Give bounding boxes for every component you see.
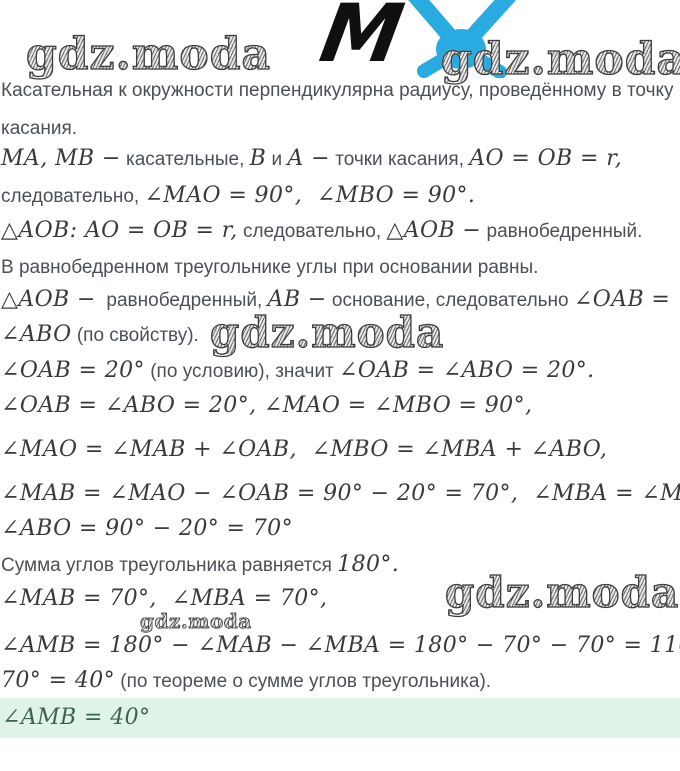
math-seg: △AOB − [386, 218, 482, 243]
solution-line-16: ∠AMB = 180° − ∠MAB − ∠MBA = 180° − 70° −… [1, 631, 680, 663]
math-seg: ∠OAB = 20° [1, 358, 145, 383]
math-seg: ∠AMB = 180° − ∠MAB − ∠MBA = 180° − 70° −… [1, 633, 680, 658]
answer-highlight: ∠AMB = 40° [0, 698, 680, 738]
text-seg: следовательно, [237, 221, 387, 242]
solution-line-7: △AOB − равнобедренный, AB − основание, с… [1, 285, 670, 317]
text-seg: касательные, [120, 149, 250, 170]
math-seg: ∠ABO [1, 322, 72, 347]
watermark-small: gdz.moda [140, 609, 252, 633]
answer-text: ∠AMB = 40° [2, 705, 151, 730]
text-seg: Касательная к окружности перпендикулярна… [1, 80, 674, 101]
math-seg: ∠OAB = ∠ABO = 20°. [339, 358, 595, 383]
math-seg: ∠OAB = ∠ABO = 20°, ∠MAO = ∠MBO = 90°, [1, 393, 533, 418]
text-seg: В равнобедренном треугольнике углы при о… [1, 257, 539, 278]
watermark-top-left: gdz.moda [25, 29, 272, 80]
text-seg: (по теореме о сумме углов треугольника). [115, 671, 492, 692]
solution-line-12: ∠MAB = ∠MAO − ∠OAB = 90° − 20° = 70°, ∠M… [1, 479, 680, 511]
solution-line-1: Касательная к окружности перпендикулярна… [1, 76, 674, 107]
math-seg: ∠MAO = ∠MAB + ∠OAB, ∠MBO = ∠MBA + ∠ABO, [1, 437, 608, 462]
text-seg: основание, следовательно [326, 290, 574, 311]
solution-line-4: следовательно, ∠MAO = 90°, ∠MBO = 90°. [1, 181, 475, 213]
text-seg: Сумма углов треугольника равняется [1, 555, 338, 576]
solution-line-13: ∠ABO = 90° − 20° = 70° [1, 514, 293, 546]
solution-line-10: ∠OAB = ∠ABO = 20°, ∠MAO = ∠MBO = 90°, [1, 391, 532, 423]
math-seg: 70° = 40° [1, 668, 116, 693]
solution-line-2: касания. [1, 114, 77, 145]
watermark-bottom-right: gdz.moda [444, 568, 680, 617]
math-seg: ∠MAB = 70°, ∠MBA = 70°, [1, 586, 328, 611]
math-seg: B [249, 146, 267, 171]
text-seg: и [266, 149, 288, 170]
math-seg: AO = OB = r, [469, 146, 623, 171]
solution-line-14: Сумма углов треугольника равняется 180°. [1, 550, 399, 582]
text-seg: равнобедренный. [481, 221, 643, 242]
text-seg: равнобедренный, [95, 290, 268, 311]
math-seg: ∠MAO = 90°, ∠MBO = 90°. [144, 183, 476, 208]
watermark-middle: gdz.moda [209, 308, 445, 357]
text-seg: (по свойству). [71, 325, 199, 346]
solution-line-6: В равнобедренном треугольнике углы при о… [1, 253, 538, 284]
solution-line-5: △AOB: AO = OB = r, следовательно, △AOB −… [1, 216, 642, 248]
solution-line-17: 70° = 40° (по теореме о сумме углов треу… [1, 666, 491, 698]
watermark-top-right: gdz.moda [440, 37, 680, 82]
text-seg: точки касания, [329, 149, 470, 170]
text-seg: касания. [1, 118, 78, 139]
math-seg: ∠ABO = 90° − 20° = 70° [1, 516, 293, 541]
math-seg: △AOB − [1, 287, 96, 312]
math-seg: AB − [267, 287, 327, 312]
text-seg: (по условию), значит [144, 361, 340, 382]
solution-line-3: MA, MB − касательные, B и A − точки каса… [1, 144, 622, 176]
text-seg: следовательно, [1, 186, 145, 207]
logo-x-figure-icon [386, 0, 536, 83]
solution-line-9: ∠OAB = 20° (по условию), значит ∠OAB = ∠… [1, 356, 595, 388]
math-seg: MA, MB − [1, 146, 121, 171]
math-seg: ∠MAB = ∠MAO − ∠OAB = 90° − 20° = 70°, ∠M… [1, 481, 680, 506]
math-seg: A − [287, 146, 330, 171]
solution-line-11: ∠MAO = ∠MAB + ∠OAB, ∠MBO = ∠MBA + ∠ABO, [1, 435, 607, 467]
math-seg: 180°. [337, 552, 400, 577]
math-seg: △AOB: AO = OB = r, [1, 218, 238, 243]
math-seg: ∠OAB = [573, 287, 671, 312]
solution-line-8: ∠ABO (по свойству). [1, 320, 199, 352]
solution-line-15: ∠MAB = 70°, ∠MBA = 70°, [1, 584, 327, 616]
